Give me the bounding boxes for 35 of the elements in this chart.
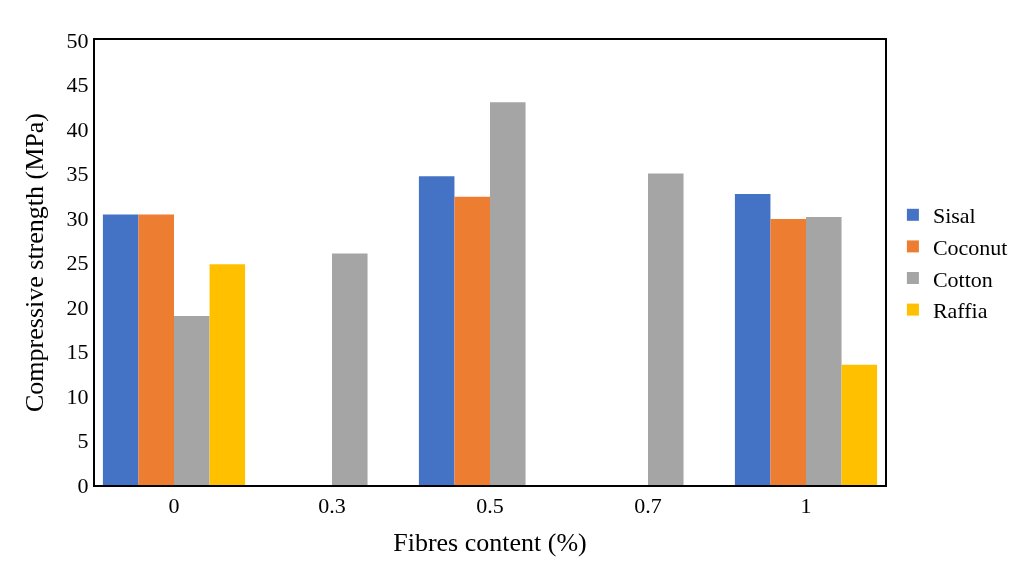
y-axis-title: Compressive strength (MPa) xyxy=(20,113,50,412)
x-tick-label: 0.3 xyxy=(318,493,346,519)
x-tick-label: 0.5 xyxy=(476,493,504,519)
bar xyxy=(138,214,174,485)
bar xyxy=(418,176,455,485)
x-tick-label: 1 xyxy=(800,493,812,519)
y-tick-label: 45 xyxy=(66,72,89,98)
y-tick-label: 20 xyxy=(66,294,89,320)
y-tick-label: 50 xyxy=(66,27,89,53)
y-tick-label: 30 xyxy=(66,205,89,231)
y-tick-label: 40 xyxy=(66,116,89,142)
legend-label: Sisal xyxy=(932,203,976,229)
legend-label: Cotton xyxy=(932,266,993,292)
bar xyxy=(734,193,771,485)
x-tick-label: 0.7 xyxy=(634,493,662,519)
bar xyxy=(209,264,246,485)
bar xyxy=(174,315,210,485)
bar xyxy=(770,218,806,485)
y-tick-label: 0 xyxy=(77,472,89,498)
bar xyxy=(806,217,842,485)
bar xyxy=(332,253,368,485)
bar xyxy=(490,102,526,485)
bar xyxy=(454,196,490,485)
x-tick-label: 0 xyxy=(168,493,180,519)
y-tick-label: 15 xyxy=(66,339,89,365)
y-tick-label: 10 xyxy=(66,383,89,409)
legend-label: Coconut xyxy=(932,234,1008,260)
x-axis-title: Fibres content (%) xyxy=(393,527,587,557)
bar xyxy=(648,173,684,485)
legend-label: Raffia xyxy=(932,298,988,324)
bar xyxy=(102,214,139,485)
bar xyxy=(841,364,878,485)
y-tick-label: 5 xyxy=(77,428,89,454)
y-tick-label: 25 xyxy=(66,250,89,276)
y-tick-label: 35 xyxy=(66,161,89,187)
